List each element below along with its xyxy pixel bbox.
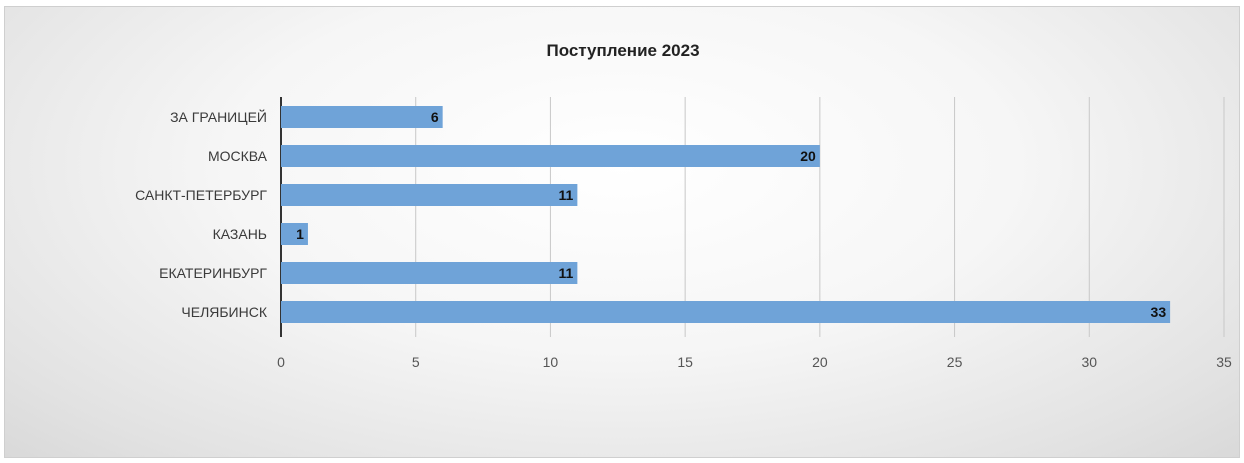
data-label: 20 [800, 148, 816, 164]
bar [281, 301, 1171, 323]
category-label: ЧЕЛЯБИНСК [181, 304, 267, 320]
x-tick-label: 25 [947, 354, 963, 370]
chart-area: Поступление 2023 0 5 10 15 20 25 30 35 ЗА ГРАНИЦ… [4, 6, 1240, 458]
x-tick-label: 20 [812, 354, 828, 370]
labels: 0 5 10 15 20 25 30 35 ЗА ГРАНИЦЕЙ 6 МОСКВА 20 САНКТ-… [135, 108, 1232, 370]
data-label: 33 [1151, 304, 1167, 320]
data-label: 11 [559, 265, 574, 281]
bars [281, 106, 1171, 323]
bar [281, 184, 578, 206]
data-label: 6 [431, 109, 439, 125]
data-label: 11 [559, 187, 574, 203]
x-tick-label: 35 [1216, 354, 1232, 370]
category-label: МОСКВА [208, 148, 268, 164]
category-label: ЕКАТЕРИНБУРГ [159, 265, 267, 281]
x-tick-label: 30 [1081, 354, 1097, 370]
category-label: КАЗАНЬ [213, 226, 267, 242]
bar [281, 223, 308, 245]
bar [281, 262, 578, 284]
gridlines [280, 97, 1225, 337]
x-tick-label: 5 [412, 354, 420, 370]
x-tick-label: 15 [677, 354, 693, 370]
data-label: 1 [296, 226, 304, 242]
category-label: САНКТ-ПЕТЕРБУРГ [135, 187, 267, 203]
x-tick-label: 0 [277, 354, 285, 370]
chart-title: Поступление 2023 [546, 41, 700, 60]
bar-chart: 0 5 10 15 20 25 30 35 ЗА ГРАНИЦЕЙ 6 МОСКВА 20 САНКТ-… [135, 97, 1232, 370]
bar [281, 145, 820, 167]
x-tick-label: 10 [543, 354, 559, 370]
category-label: ЗА ГРАНИЦЕЙ [170, 108, 267, 125]
bar [281, 106, 443, 128]
